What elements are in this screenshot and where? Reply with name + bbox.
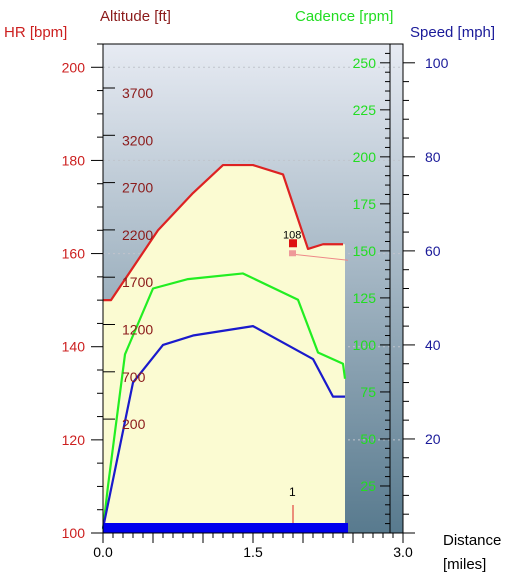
series-line-speed <box>101 325 345 529</box>
series-line-cadence <box>101 272 347 530</box>
speed-axis-title: Speed [mph] <box>410 24 495 41</box>
highlight-point <box>289 239 297 248</box>
altitude-tick-label: 2700 <box>122 180 153 196</box>
cadence-tick-label: 125 <box>353 290 377 306</box>
altitude-tick-label: 1200 <box>122 322 153 338</box>
altitude-tick-label: 200 <box>122 416 146 432</box>
distance-tick-label: 1.5 <box>243 544 263 560</box>
altitude-tick-label: 3200 <box>122 132 153 148</box>
hr-tick-label: 180 <box>62 152 86 168</box>
highlight-label: 108 <box>283 229 301 241</box>
speed-tick-label: 20 <box>425 431 441 447</box>
distance-tick-label: 0.0 <box>93 544 113 560</box>
series-line-hr <box>103 163 343 302</box>
cadence-tick-label: 250 <box>353 55 377 71</box>
highlight-trail <box>292 253 349 261</box>
altitude-tick-label: 2200 <box>122 227 153 243</box>
lap-marker-label: 1 <box>289 485 296 499</box>
hr-tick-label: 160 <box>62 246 86 262</box>
hr-tick-label: 200 <box>62 59 86 75</box>
speed-tick-label: 100 <box>425 55 449 71</box>
altitude-area <box>103 165 345 534</box>
cadence-tick-label: 25 <box>360 478 376 494</box>
hr-tick-label: 140 <box>62 339 86 355</box>
hr-tick-label: 100 <box>62 525 86 541</box>
speed-tick-label: 80 <box>425 149 441 165</box>
distance-axis-title: Distance <box>443 532 501 549</box>
cadence-tick-label: 225 <box>353 102 377 118</box>
distance-tick-label: 3.0 <box>393 544 413 560</box>
cadence-tick-label: 100 <box>353 337 377 353</box>
altitude-tick-label: 1700 <box>122 274 153 290</box>
cadence-tick-label: 150 <box>353 243 377 259</box>
hr-axis-title: HR [bpm] <box>4 24 67 41</box>
speed-tick-label: 40 <box>425 337 441 353</box>
distance-axis-unit: [miles] <box>443 556 486 573</box>
axes: 2001801601401201003700320027002200170012… <box>62 43 449 560</box>
markers: 108 1 <box>103 229 349 533</box>
altitude-tick-label: 700 <box>122 369 146 385</box>
cadence-tick-label: 75 <box>360 384 376 400</box>
cadence-tick-label: 175 <box>353 196 377 212</box>
cadence-axis-title: Cadence [rpm] <box>295 8 393 25</box>
distance-bar <box>103 523 348 533</box>
hr-tick-label: 120 <box>62 432 86 448</box>
highlight-shadow <box>289 250 296 257</box>
cadence-tick-label: 50 <box>360 431 376 447</box>
altitude-axis-title: Altitude [ft] <box>100 8 171 25</box>
cadence-tick-label: 200 <box>353 149 377 165</box>
speed-tick-label: 60 <box>425 243 441 259</box>
altitude-tick-label: 3700 <box>122 85 153 101</box>
series-lines <box>101 163 347 530</box>
